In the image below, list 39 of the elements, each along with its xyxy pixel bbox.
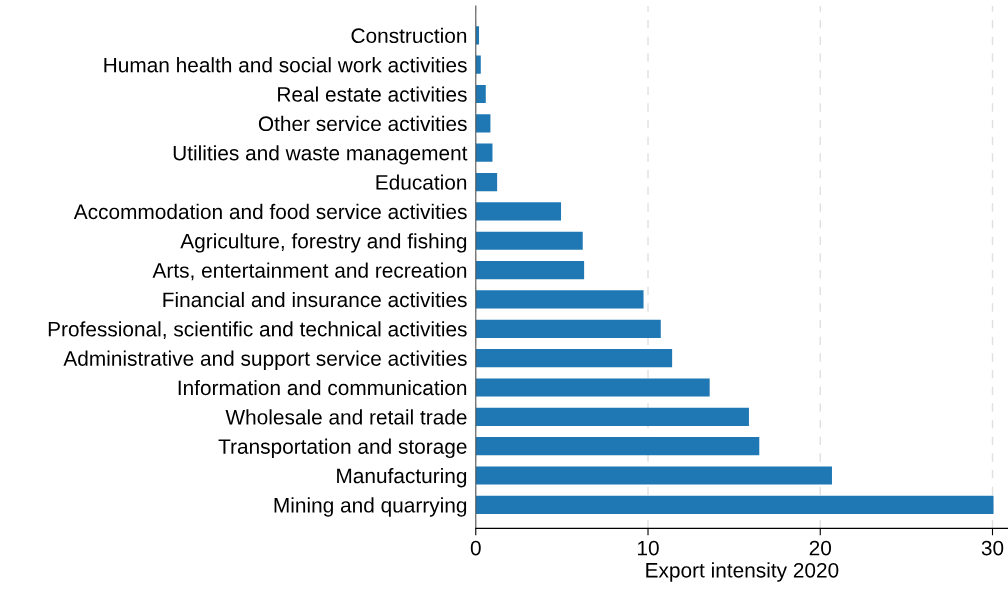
bar xyxy=(475,378,710,397)
y-tick-label: Construction xyxy=(351,27,467,44)
x-tick-label: 30 xyxy=(981,540,1004,556)
y-tick-label: Transportation and storage xyxy=(218,438,467,459)
bar xyxy=(475,349,673,368)
y-tick-label: Financial and insurance activities xyxy=(163,291,467,308)
y-tick-label: Accommodation and food service activities xyxy=(73,203,467,220)
bar xyxy=(475,172,498,192)
y-tick-label: Mining and quarrying xyxy=(274,497,467,517)
x-tick-label: 10 xyxy=(638,540,659,556)
bar xyxy=(475,260,585,280)
x-tick-label: 20 xyxy=(809,540,832,556)
bar xyxy=(475,114,491,133)
bar xyxy=(475,407,749,426)
y-tick-label: Education xyxy=(376,174,467,190)
y-tick-label: Manufacturing xyxy=(337,467,467,488)
y-tick-label: Arts, entertainment and recreation xyxy=(152,262,467,281)
y-tick-label: Agriculture, forestry and fishing xyxy=(180,233,467,253)
y-tick-label: Human health and social work activities xyxy=(104,57,467,73)
bar xyxy=(475,290,644,309)
y-tick-label: Real estate activities xyxy=(278,86,467,102)
y-tick-label: Other service activities xyxy=(258,115,467,132)
bar xyxy=(475,319,661,338)
bar xyxy=(475,437,760,456)
bar xyxy=(475,466,832,485)
bar xyxy=(475,231,583,250)
x-tick-label: 0 xyxy=(470,540,481,556)
x-axis-title: Export intensity 2020 xyxy=(646,562,839,582)
bar xyxy=(475,26,480,45)
y-tick-label: Information and communication xyxy=(178,379,467,396)
y-tick-label: Wholesale and retail trade xyxy=(225,409,467,425)
y-tick-label: Utilities and waste management xyxy=(173,145,468,165)
bar xyxy=(475,55,481,74)
y-tick-label: Administrative and support service activities xyxy=(63,350,467,370)
bar xyxy=(475,84,486,104)
bar xyxy=(475,202,562,221)
y-tick-label: Professional, scientific and technical activities xyxy=(48,321,467,339)
bar xyxy=(475,143,493,162)
bar xyxy=(475,495,994,514)
